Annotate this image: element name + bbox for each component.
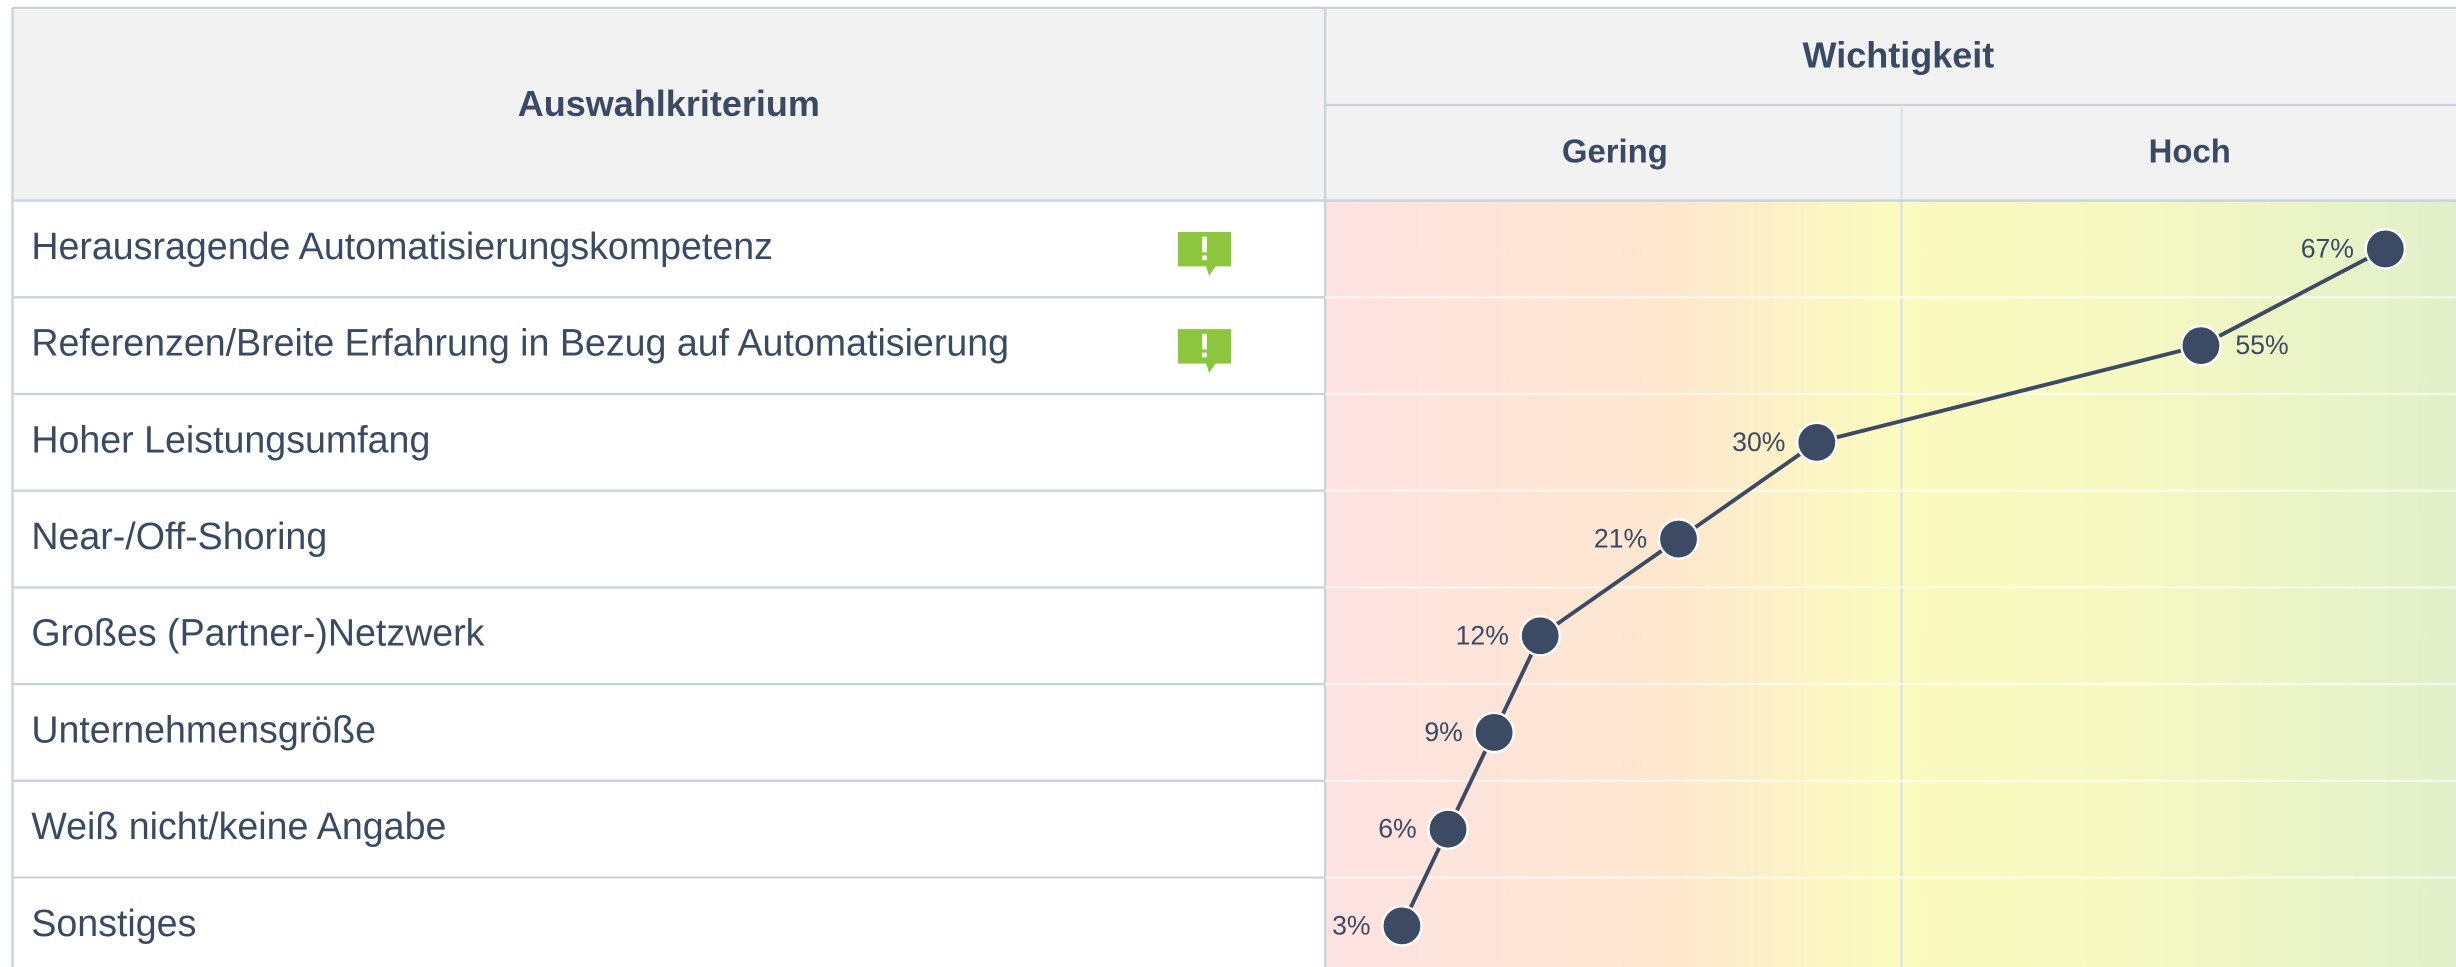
value-label: 55%: [2235, 330, 2288, 360]
point: [1796, 421, 1838, 464]
note-icon: [1177, 231, 1232, 276]
row-label: Unternehmensgröße: [31, 708, 376, 750]
point: [1427, 808, 1469, 850]
value-label: 6%: [1378, 814, 1416, 844]
header-importance: Wichtigkeit: [1803, 34, 1995, 75]
header-high: Hoch: [2149, 132, 2231, 169]
point: [1381, 905, 1423, 947]
point: [1657, 518, 1700, 560]
value-label: 67%: [2301, 234, 2354, 264]
point: [2180, 324, 2222, 367]
point: [1519, 614, 1561, 657]
row-label: Near-/Off-Shoring: [31, 515, 327, 557]
point: [2364, 228, 2407, 270]
value-label: 9%: [1424, 717, 1462, 747]
point: [1473, 711, 1515, 754]
row-label: Sonstiges: [31, 902, 196, 944]
value-label: 21%: [1594, 524, 1647, 554]
value-label: 3%: [1332, 910, 1370, 940]
header-low: Gering: [1562, 132, 1668, 169]
chart-bg: [1325, 200, 2456, 967]
row-label: Herausragende Automatisierungskompetenz: [31, 225, 773, 267]
row-label: Großes (Partner-)Netzwerk: [31, 612, 484, 654]
row-label: Weiß nicht/keine Angabe: [31, 805, 446, 847]
row-label: Referenzen/Breite Erfahrung in Bezug auf…: [31, 322, 1009, 364]
row-label: Hoher Leistungsumfang: [31, 418, 430, 460]
table-lines: [11, 6, 2456, 967]
value-label: 12%: [1456, 620, 1509, 650]
note-icon: [1177, 329, 1232, 374]
header-criterion: Auswahlkriterium: [518, 83, 820, 124]
value-label: 30%: [1732, 427, 1785, 457]
